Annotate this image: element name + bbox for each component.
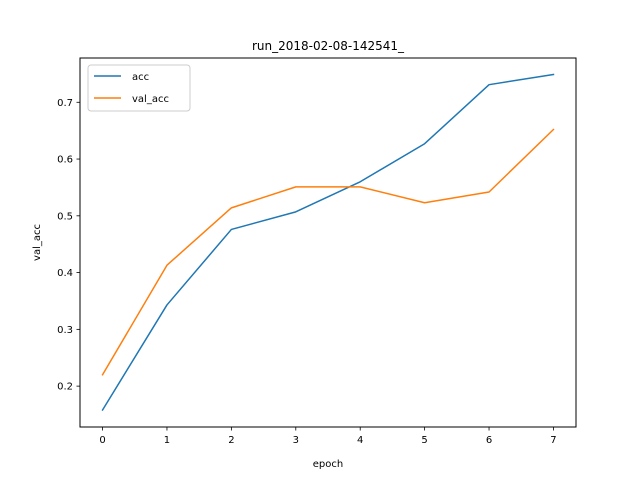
chart-title: run_2018-02-08-142541_ — [252, 39, 405, 53]
series-line-val-acc — [101, 128, 555, 376]
plot-area — [101, 73, 555, 412]
series-line-acc — [101, 73, 555, 412]
legend-label-acc: acc — [132, 72, 149, 83]
x-tick-label: 5 — [421, 435, 427, 446]
y-axis-label: val_acc — [32, 224, 43, 261]
y-tick-label: 0.6 — [57, 155, 73, 166]
axis-ticks: 0 1 2 3 4 5 6 7 0.2 0.3 0.4 0.5 0.6 0.7 — [57, 98, 557, 446]
x-tick-label: 0 — [99, 435, 105, 446]
legend-label-val-acc: val_acc — [132, 94, 169, 105]
legend: acc val_acc — [87, 64, 191, 112]
x-tick-label: 4 — [357, 435, 363, 446]
x-tick-label: 1 — [164, 435, 170, 446]
x-tick-label: 2 — [228, 435, 234, 446]
y-tick-label: 0.4 — [57, 268, 73, 279]
x-tick-label: 7 — [550, 435, 556, 446]
y-tick-label: 0.2 — [57, 382, 73, 393]
y-tick-label: 0.5 — [57, 211, 73, 222]
x-axis-label: epoch — [313, 459, 343, 470]
axes-frame — [79, 57, 577, 428]
x-tick-label: 6 — [486, 435, 492, 446]
y-tick-label: 0.3 — [57, 325, 73, 336]
x-tick-label: 3 — [293, 435, 299, 446]
y-tick-label: 0.7 — [57, 98, 73, 109]
